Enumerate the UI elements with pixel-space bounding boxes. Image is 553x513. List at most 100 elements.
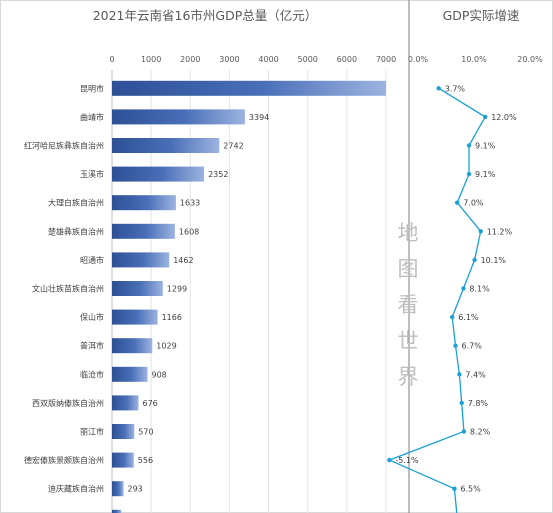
bar-value-label: 293 [128,485,143,494]
bar-value-label: 1633 [180,199,200,208]
bar-x-tick-label: 4000 [258,55,278,64]
bar [112,509,122,513]
category-label: 普洱市 [80,341,104,351]
bar [112,395,139,411]
category-label: 玉溪市 [80,169,104,179]
bar [112,223,175,239]
bar-value-label: 570 [138,428,153,437]
bar-value-label: 3394 [249,113,269,122]
bar-chart-title: 2021年云南省16市州GDP总量（亿元） [93,8,318,23]
growth-value-label: 6.7% [462,342,483,351]
growth-point [436,86,441,91]
bar-value-label: 1299 [167,285,187,294]
bar-x-tick-label: 3000 [219,55,239,64]
bar [112,338,153,354]
bar-x-tick-label: 6000 [337,55,357,64]
bar [112,424,135,439]
bar-value-label: 908 [152,370,167,379]
growth-point [387,457,392,463]
growth-value-label: 12.0% [491,113,517,122]
growth-point [452,486,457,491]
category-label: 迪庆藏族自治州 [48,484,104,494]
bar-x-tick-label: 7000 [376,55,396,64]
growth-line [387,87,487,513]
growth-point [466,171,472,177]
bar-value-label: 1029 [156,342,176,351]
watermark-char: 图 [398,257,419,281]
growth-point [459,400,464,406]
bar-value-label: 676 [143,399,158,408]
bar-value-label: 556 [138,456,153,465]
bar-x-tick-label: 5000 [298,55,318,64]
line-x-tick-label: 0.0% [408,55,429,64]
bar [112,281,163,296]
growth-point [478,229,483,234]
bar-value-label: 2742 [223,142,243,151]
bar-value-label: 1166 [162,313,182,322]
growth-point [457,372,462,377]
growth-value-label: 6.1% [458,313,479,322]
watermark-char: 世 [398,329,419,353]
bar-x-tick-label: 2000 [180,55,200,64]
growth-value-label: 7.0% [463,199,484,208]
growth-value-label: 3.7% [445,84,466,93]
growth-point [472,257,477,263]
bar [112,252,170,268]
growth-value-label: 7.8% [468,399,489,408]
category-label: 红河哈尼族彝族自治州 [24,141,104,151]
category-label: 保山市 [80,312,104,322]
growth-point [453,343,458,348]
line-x-tick-label: 10.0% [461,55,487,64]
bar [112,166,205,182]
growth-value-label: -5.1% [395,456,419,465]
growth-point [450,314,455,320]
category-label: 西双版纳傣族自治州 [32,398,104,408]
growth-value-label: 8.1% [469,285,490,294]
category-label: 楚雄彝族自治州 [48,226,104,236]
watermark-char: 界 [398,365,419,389]
category-label: 丽江市 [80,427,104,437]
category-label: 昭通市 [80,255,104,265]
category-label: 曲靖市 [80,112,104,122]
chart-labels: 0 1000 2000 3000 4000 5000 6000 7000 0.0% 10.0% 20… [24,55,543,513]
bar-x-tick-label: 1000 [141,55,161,64]
growth-value-label: 9.1% [475,170,496,179]
growth-point [455,200,460,205]
growth-value-label: 7.4% [465,370,486,379]
bar [112,481,124,497]
bar-series [112,80,386,513]
bar-value-label: 1608 [179,227,199,236]
bar [112,80,386,96]
growth-point [461,429,467,434]
growth-value-label: 9.1% [475,142,496,151]
growth-value-label: 11.2% [487,227,513,236]
bar [112,109,245,125]
watermark-char: 看 [398,293,419,317]
bar-x-tick-label: 0 [109,55,114,64]
growth-value-label: 10.1% [481,256,507,265]
category-label: 大理白族自治州 [48,198,104,208]
growth-line-series [387,86,488,513]
category-label: 德宏傣族景颇族自治州 [24,455,104,465]
bar-value-label: 2352 [208,170,228,179]
line-x-tick-label: 20.0% [517,55,543,64]
line-chart-title: GDP实际增速 [443,8,520,23]
watermark-char: 地 [398,221,419,245]
bar [112,195,176,211]
category-label: 临沧市 [80,369,104,379]
growth-point [483,114,488,120]
category-label: 文山壮族苗族自治州 [32,284,104,294]
growth-point [466,143,472,148]
bar [112,452,134,468]
bar [112,138,220,153]
bar [112,309,158,325]
bar [112,366,148,382]
growth-value-label: 6.5% [460,485,481,494]
bar-value-label: 1462 [173,256,193,265]
growth-point [461,286,466,291]
category-label: 昆明市 [80,83,104,93]
growth-value-label: 8.2% [470,428,491,437]
